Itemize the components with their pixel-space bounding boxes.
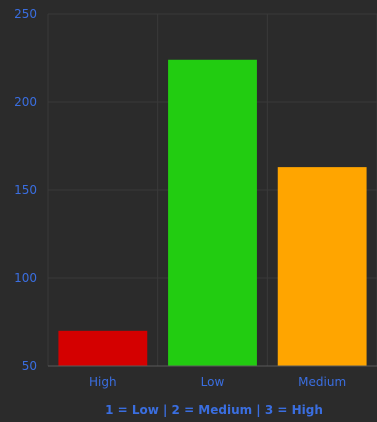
bar-medium (277, 167, 367, 366)
y-tick-label: 250 (14, 7, 37, 21)
y-tick-label: 150 (14, 183, 37, 197)
x-tick-labels: High Low Medium (89, 375, 346, 389)
bar-high (58, 330, 148, 366)
bar-low (168, 59, 257, 366)
x-tick-label: Low (201, 375, 225, 389)
y-tick-label: 200 (14, 95, 37, 109)
y-tick-labels: 50 100 150 200 250 (14, 7, 37, 373)
y-tick-label: 100 (14, 271, 37, 285)
x-axis-label: 1 = Low | 2 = Medium | 3 = High (105, 403, 323, 417)
x-tick-label: Medium (298, 375, 346, 389)
y-tick-label: 50 (22, 359, 37, 373)
x-tick-label: High (89, 375, 117, 389)
bars (58, 59, 367, 366)
